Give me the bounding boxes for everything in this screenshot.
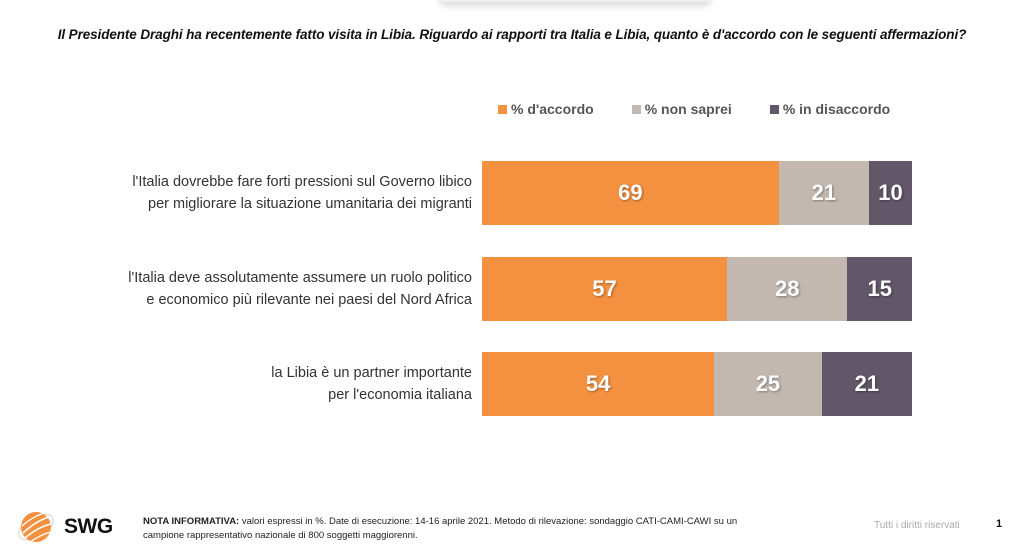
data-label: 54 [585,371,611,396]
note-line-2: campione rappresentativo nazionale di 80… [143,530,418,541]
top-shadow-decoration [440,0,710,2]
data-label: 10 [878,180,903,205]
data-label: 15 [867,276,892,301]
bar-segment: 57 [482,257,728,321]
legend: % d'accordo % non saprei % in disaccordo [498,101,890,117]
legend-item: % in disaccordo [769,101,891,117]
note-label: NOTA INFORMATIVA: [143,516,240,527]
legend-label: % in disaccordo [782,101,891,117]
bar-segment: 15 [847,257,912,321]
category-label-line: la Libia è un partner importante [271,365,472,381]
legend-label: % non saprei [644,101,732,117]
legend-label: % d'accordo [511,101,594,117]
data-label: 21 [854,371,880,396]
stacked-bar: 54 25 21 [482,352,912,416]
stacked-bar: 57 28 15 [482,257,912,321]
legend-item: % d'accordo [498,101,594,117]
bar-segment: 21 [821,352,912,416]
bar-segment: 54 [482,352,715,416]
category-label: la Libia è un partner importante per l'ec… [271,362,472,406]
legend-swatch [769,104,779,114]
rights-text: Tutti i diritti riservati [874,520,960,531]
legend-swatch [631,104,641,114]
category-label-line: per migliorare la situazione umanitaria … [148,196,472,212]
data-label: 69 [618,180,643,205]
category-label: l'Italia deve assolutamente assumere un … [128,267,472,311]
bar-segment: 21 [778,161,869,225]
data-label: 21 [811,180,837,205]
footer-note: NOTA INFORMATIVA: valori espressi in %. … [143,515,863,543]
brand-name: SWG [64,515,113,538]
bar-segment: 25 [714,352,822,416]
category-label-line: per l'economia italiana [328,387,472,403]
category-label-line: l'Italia deve assolutamente assumere un … [128,270,472,286]
bar-segment: 69 [482,161,779,225]
stacked-bar: 69 21 10 [482,161,912,225]
chart-title: Il Presidente Draghi ha recentemente fat… [57,27,967,42]
category-label-line: l'Italia dovrebbe fare forti pressioni s… [132,174,472,190]
category-label-line: e economico più rilevante nei paesi del … [146,292,472,308]
data-label: 25 [755,371,781,396]
legend-swatch [498,104,507,114]
legend-item: % non saprei [631,101,732,117]
bar-segment: 10 [868,161,912,225]
note-line-1: valori espressi in %. Date di esecuzione… [239,516,738,527]
data-label: 57 [592,276,617,301]
page-number: 1 [996,518,1003,530]
category-label: l'Italia dovrebbe fare forti pressioni s… [132,171,472,215]
globe-icon [18,512,54,543]
data-label: 28 [775,276,800,301]
swg-logo: SWG [14,507,113,547]
bar-segment: 28 [727,257,848,321]
